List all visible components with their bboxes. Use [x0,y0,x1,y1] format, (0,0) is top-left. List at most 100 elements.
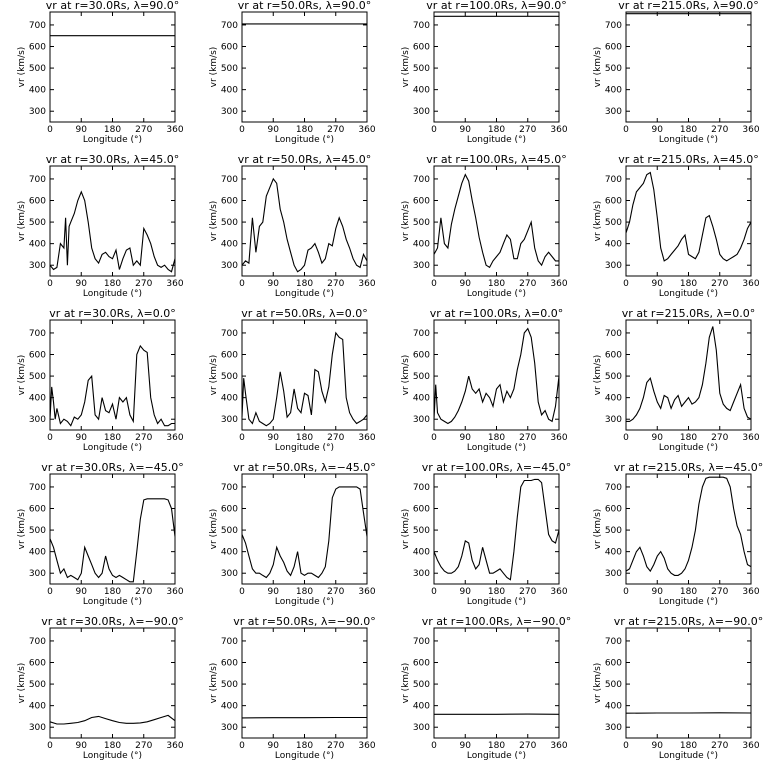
x-axis-label: Longitude (°) [275,135,334,145]
x-axis-label: Longitude (°) [83,597,142,607]
y-tick-label: 400 [605,240,622,250]
y-tick-label: 700 [221,21,238,31]
x-tick-label: 180 [488,125,505,135]
y-axis-label: vr (km/s) [401,663,411,704]
plot-frame [434,320,559,430]
y-tick-label: 400 [29,702,46,712]
y-tick-label: 500 [605,64,622,74]
y-tick-label: 300 [221,261,238,271]
plot-frame [50,628,175,738]
x-tick-label: 360 [550,587,567,597]
x-tick-label: 90 [76,433,88,443]
y-tick-label: 600 [413,505,430,515]
x-tick-label: 180 [104,433,121,443]
y-tick-label: 300 [221,723,238,733]
plot-frame [434,12,559,122]
x-tick-label: 0 [431,741,437,751]
x-tick-label: 0 [623,279,629,289]
x-tick-label: 270 [135,125,152,135]
x-tick-label: 0 [239,279,245,289]
x-tick-label: 270 [327,433,344,443]
series-line [50,715,175,724]
plot-frame [626,166,751,276]
x-tick-label: 90 [76,279,88,289]
y-axis-label: vr (km/s) [593,509,603,550]
y-tick-label: 700 [221,637,238,647]
x-tick-label: 360 [550,433,567,443]
x-axis-label: Longitude (°) [659,135,718,145]
x-axis-label: Longitude (°) [83,135,142,145]
x-tick-label: 360 [166,587,183,597]
y-tick-label: 500 [29,218,46,228]
x-tick-label: 180 [488,587,505,597]
series-line [50,346,175,426]
y-tick-label: 500 [413,680,430,690]
x-tick-label: 270 [327,125,344,135]
plot-frame [242,474,367,584]
series-line [50,192,175,272]
chart-title: vr at r=50.0Rs, λ=0.0° [241,308,367,320]
y-tick-label: 600 [221,197,238,207]
x-axis-label: Longitude (°) [659,597,718,607]
chart-title: vr at r=100.0Rs, λ=0.0° [430,308,563,320]
x-tick-label: 180 [680,125,697,135]
y-tick-label: 600 [29,505,46,515]
plot-frame [242,12,367,122]
x-axis-label: Longitude (°) [83,443,142,453]
x-tick-label: 360 [742,587,759,597]
y-tick-label: 300 [413,569,430,579]
x-tick-label: 0 [623,433,629,443]
y-tick-label: 500 [29,526,46,536]
y-tick-label: 300 [605,261,622,271]
y-axis-label: vr (km/s) [401,201,411,242]
x-tick-label: 90 [76,587,88,597]
plot-frame [626,320,751,430]
x-axis-label: Longitude (°) [467,597,526,607]
series-line [242,333,367,426]
x-tick-label: 0 [47,433,53,443]
x-tick-label: 360 [358,433,375,443]
x-tick-label: 0 [431,433,437,443]
y-tick-label: 700 [29,483,46,493]
y-tick-label: 400 [413,394,430,404]
y-axis-label: vr (km/s) [17,201,27,242]
chart-title: vr at r=50.0Rs, λ=−90.0° [233,616,376,628]
y-axis-label: vr (km/s) [209,509,219,550]
chart-title: vr at r=215.0Rs, λ=90.0° [618,0,758,12]
y-axis-label: vr (km/s) [401,509,411,550]
plot-frame [626,474,751,584]
y-tick-label: 600 [413,43,430,53]
x-tick-label: 270 [711,279,728,289]
x-tick-label: 270 [135,587,152,597]
chart-title: vr at r=30.0Rs, λ=−45.0° [41,462,184,474]
y-tick-label: 400 [413,86,430,96]
x-tick-label: 0 [623,125,629,135]
y-tick-label: 500 [413,372,430,382]
chart-title: vr at r=100.0Rs, λ=90.0° [426,0,566,12]
chart-title: vr at r=30.0Rs, λ=90.0° [46,0,179,12]
x-tick-label: 180 [296,433,313,443]
series-line [434,479,559,579]
y-tick-label: 500 [605,372,622,382]
x-axis-label: Longitude (°) [467,751,526,761]
x-axis-label: Longitude (°) [275,443,334,453]
y-tick-label: 300 [413,261,430,271]
chart-title: vr at r=215.0Rs, λ=−90.0° [614,616,764,628]
x-tick-label: 90 [460,279,472,289]
y-tick-label: 500 [605,526,622,536]
y-tick-label: 400 [29,86,46,96]
x-tick-label: 360 [550,279,567,289]
